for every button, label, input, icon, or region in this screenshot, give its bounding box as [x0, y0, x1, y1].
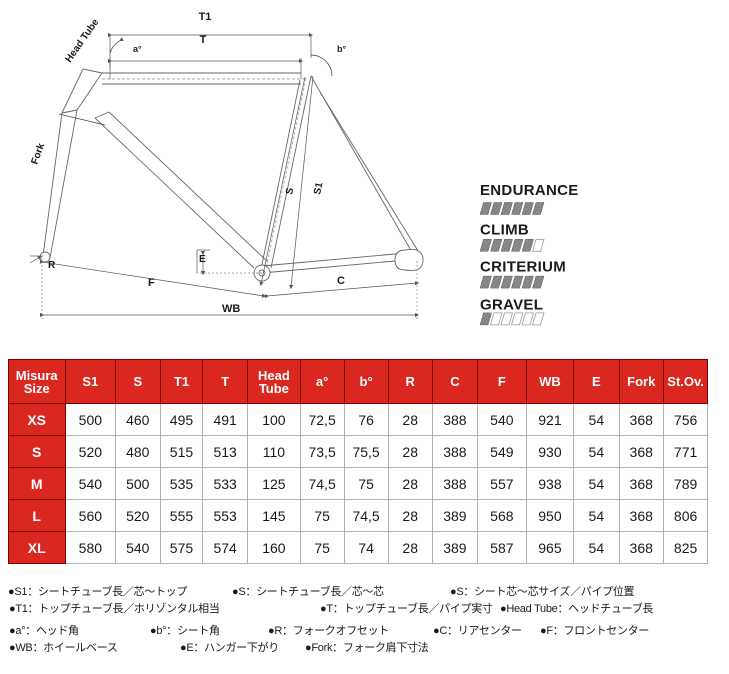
svg-text:E: E [199, 254, 206, 265]
svg-text:Fork: Fork [29, 141, 47, 166]
svg-text:Head Tube: Head Tube [63, 17, 101, 65]
svg-text:ENDURANCE: ENDURANCE [480, 183, 579, 199]
svg-text:GRAVEL: GRAVEL [480, 297, 543, 314]
svg-text:b°: b° [337, 44, 346, 54]
svg-text:F: F [148, 277, 155, 289]
svg-text:S: S [284, 186, 296, 195]
svg-text:C: C [337, 275, 345, 287]
svg-text:R: R [48, 260, 56, 271]
svg-text:WB: WB [222, 303, 240, 315]
svg-text:CRITERIUM: CRITERIUM [480, 259, 566, 276]
svg-text:T: T [200, 34, 207, 46]
svg-text:CLIMB: CLIMB [480, 222, 529, 239]
svg-text:T1: T1 [199, 11, 212, 23]
svg-text:a°: a° [133, 44, 142, 54]
svg-text:S1: S1 [312, 181, 325, 196]
